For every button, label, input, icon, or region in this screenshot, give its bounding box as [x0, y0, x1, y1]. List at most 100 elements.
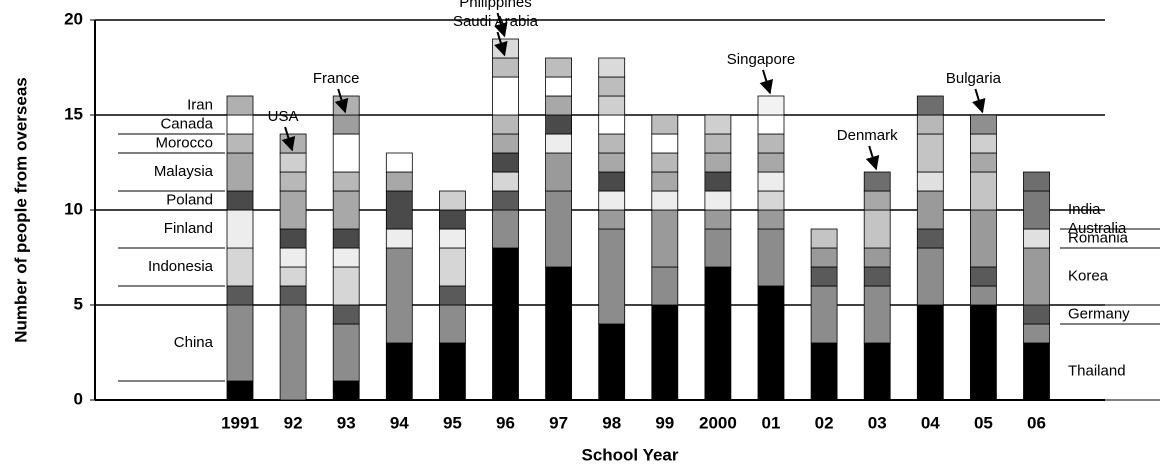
- bar-segment: [492, 133, 519, 154]
- bar-segment: [863, 247, 891, 268]
- bar-segment: [970, 209, 997, 268]
- bar-segment: [492, 38, 519, 59]
- bar-segment: [1023, 171, 1050, 192]
- bar-segment: [916, 171, 944, 192]
- bar-segment: [598, 95, 626, 116]
- bar-segment: [757, 95, 785, 116]
- bar-segment: [492, 114, 519, 135]
- x-tick-label: 98: [602, 413, 621, 432]
- bar-segment: [545, 76, 572, 97]
- bar-segment: [279, 190, 307, 230]
- x-tick-label: 06: [1027, 413, 1046, 432]
- bar-segment: [226, 95, 254, 116]
- legend-label: Poland: [166, 191, 213, 208]
- legend-label: Korea: [1068, 267, 1109, 284]
- bar-segment: [226, 114, 254, 135]
- bar-segment: [1023, 323, 1050, 344]
- bar-segment: [279, 133, 307, 154]
- bar-segment: [863, 266, 891, 287]
- bar-segment: [332, 114, 360, 135]
- bar-segment: [704, 228, 732, 268]
- x-tick-label: 99: [655, 413, 674, 432]
- bar-segment: [492, 190, 519, 211]
- bar-segment: [651, 304, 679, 401]
- x-tick-label: 1991: [221, 413, 259, 432]
- bar-segment: [438, 190, 466, 211]
- y-axis-label: Number of people from overseas: [11, 77, 30, 342]
- y-tick-label: 0: [74, 389, 83, 408]
- bar-segment: [279, 266, 307, 287]
- bar-segment: [970, 266, 997, 287]
- bar-segment: [704, 114, 732, 135]
- bar-segment: [226, 209, 254, 249]
- bar-segment: [226, 304, 254, 382]
- bar-segment: [332, 380, 360, 401]
- bar-segment: [226, 152, 254, 192]
- bar-segment: [863, 342, 891, 401]
- bar-segment: [279, 171, 307, 192]
- y-tick-label: 15: [64, 104, 83, 123]
- bar-segment: [704, 171, 732, 192]
- bar-segment: [385, 342, 413, 401]
- bar-segment: [492, 57, 519, 78]
- legend-label: Canada: [160, 115, 213, 132]
- annotation-arrow: [972, 88, 986, 114]
- annotation-arrow: [865, 145, 880, 171]
- bar-segment: [545, 57, 572, 78]
- bar-segment: [757, 133, 785, 154]
- bar-segment: [385, 247, 413, 344]
- bar-segment: [226, 380, 254, 401]
- bar-segment: [916, 133, 944, 173]
- bar-segment: [545, 114, 572, 135]
- bar-segment: [757, 190, 785, 211]
- bar-segment: [598, 114, 626, 135]
- annotation: Saudi Arabia: [453, 13, 539, 30]
- bar-segment: [545, 190, 572, 268]
- bar-segment: [492, 76, 519, 116]
- bar-segment: [1023, 190, 1050, 230]
- bar-segment: [438, 209, 466, 230]
- bar-segment: [332, 323, 360, 382]
- bar-segment: [598, 190, 626, 211]
- legend-label: Morocco: [155, 134, 213, 151]
- y-tick-label: 10: [64, 199, 83, 218]
- bar-segment: [385, 228, 413, 249]
- bar-segment: [226, 190, 254, 211]
- bar-segment: [332, 247, 360, 268]
- bar-segment: [279, 152, 307, 173]
- bar-segment: [810, 342, 838, 401]
- bar-segment: [545, 95, 572, 116]
- bar-segment: [651, 209, 679, 268]
- bar-segment: [598, 133, 626, 154]
- x-axis-label: School Year: [581, 445, 678, 464]
- bar-segment: [1023, 247, 1050, 306]
- bar-segment: [916, 114, 944, 135]
- bar-segment: [226, 285, 254, 306]
- bar-segment: [332, 190, 360, 230]
- bar-segment: [492, 171, 519, 192]
- bar-segment: [226, 133, 254, 154]
- bar-segment: [863, 171, 891, 192]
- bar-segment: [651, 133, 679, 154]
- legend-label: Finland: [164, 220, 213, 237]
- x-tick-label: 95: [443, 413, 462, 432]
- bar-segment: [970, 304, 997, 401]
- bar-segment: [651, 114, 679, 135]
- bar-segment: [651, 152, 679, 173]
- bar-segment: [1023, 304, 1050, 325]
- bar-segment: [704, 266, 732, 401]
- bar-segment: [651, 190, 679, 211]
- bar-segment: [970, 152, 997, 173]
- bar-segment: [332, 133, 360, 173]
- bar-segment: [757, 152, 785, 173]
- bar-segment: [704, 152, 732, 173]
- bar-segment: [438, 342, 466, 401]
- bar-segment: [332, 304, 360, 325]
- bar-segment: [810, 285, 838, 344]
- bar-segment: [332, 95, 360, 116]
- bar-segment: [863, 190, 891, 211]
- bar-segment: [279, 228, 307, 249]
- bar-segment: [704, 209, 732, 230]
- bar-segment: [810, 228, 838, 249]
